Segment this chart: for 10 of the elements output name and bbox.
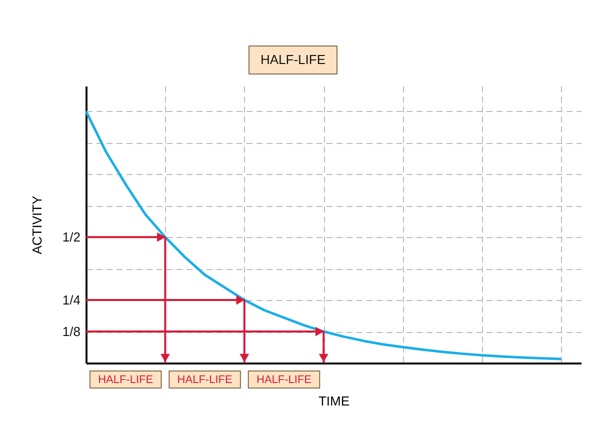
- text: HALF-LIFE: [256, 374, 312, 386]
- text: HALF-LIFE: [177, 374, 232, 386]
- chart-title: HALF-LIFE: [260, 52, 326, 67]
- y-axis-title: ACTIVITY: [29, 195, 44, 254]
- y-tick-label: 1/4: [62, 292, 80, 308]
- y-tick-label: 1/8: [62, 324, 80, 340]
- line-series: [84, 110, 562, 360]
- text: HALF-LIFE: [98, 374, 154, 386]
- x-axis-title: TIME: [318, 394, 350, 408]
- y-tick-label: 1/2: [62, 230, 80, 245]
